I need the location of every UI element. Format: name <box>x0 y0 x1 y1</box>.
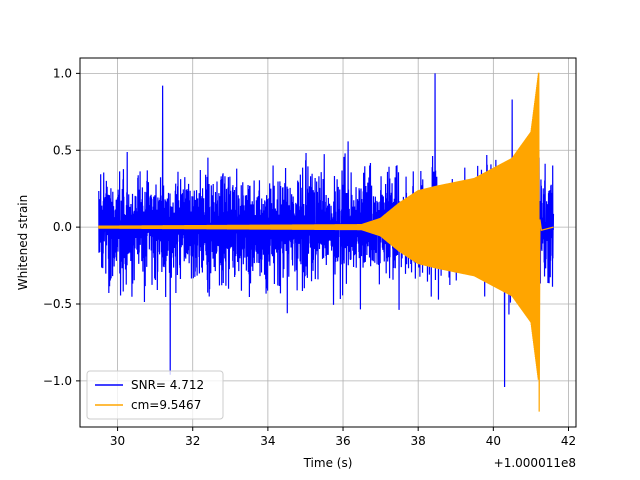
x-tick-label: 30 <box>110 434 125 448</box>
y-tick-label: 0.0 <box>53 220 72 234</box>
series-layer <box>98 72 555 412</box>
y-tick-label: −0.5 <box>43 297 72 311</box>
x-tick-label: 42 <box>561 434 576 448</box>
x-tick-label: 40 <box>486 434 501 448</box>
tick-layer: 30 32 34 36 38 40 42 −1.0 −0.5 0.0 0.5 1.0 <box>43 66 576 448</box>
y-tick-label: 1.0 <box>53 66 72 80</box>
legend-box <box>86 370 224 420</box>
y-tick-label: −1.0 <box>43 374 72 388</box>
y-axis-title: Whitened strain <box>16 195 30 291</box>
series-cm-line <box>98 72 554 412</box>
legend-label-cm: cm=9.5467 <box>131 398 201 412</box>
legend-label-snr: SNR= 4.712 <box>131 378 204 392</box>
x-tick-label: 34 <box>260 434 275 448</box>
x-axis-title: Time (s) <box>303 456 353 470</box>
x-tick-label: 36 <box>335 434 350 448</box>
y-tick-label: 0.5 <box>53 143 72 157</box>
legend: SNR= 4.712 cm=9.5467 <box>86 370 224 420</box>
x-offset-label: +1.000011e8 <box>494 456 576 470</box>
series-snr-line <box>98 73 555 388</box>
plot-frame <box>79 57 577 428</box>
x-tick-label: 32 <box>185 434 200 448</box>
x-tick-label: 38 <box>411 434 426 448</box>
